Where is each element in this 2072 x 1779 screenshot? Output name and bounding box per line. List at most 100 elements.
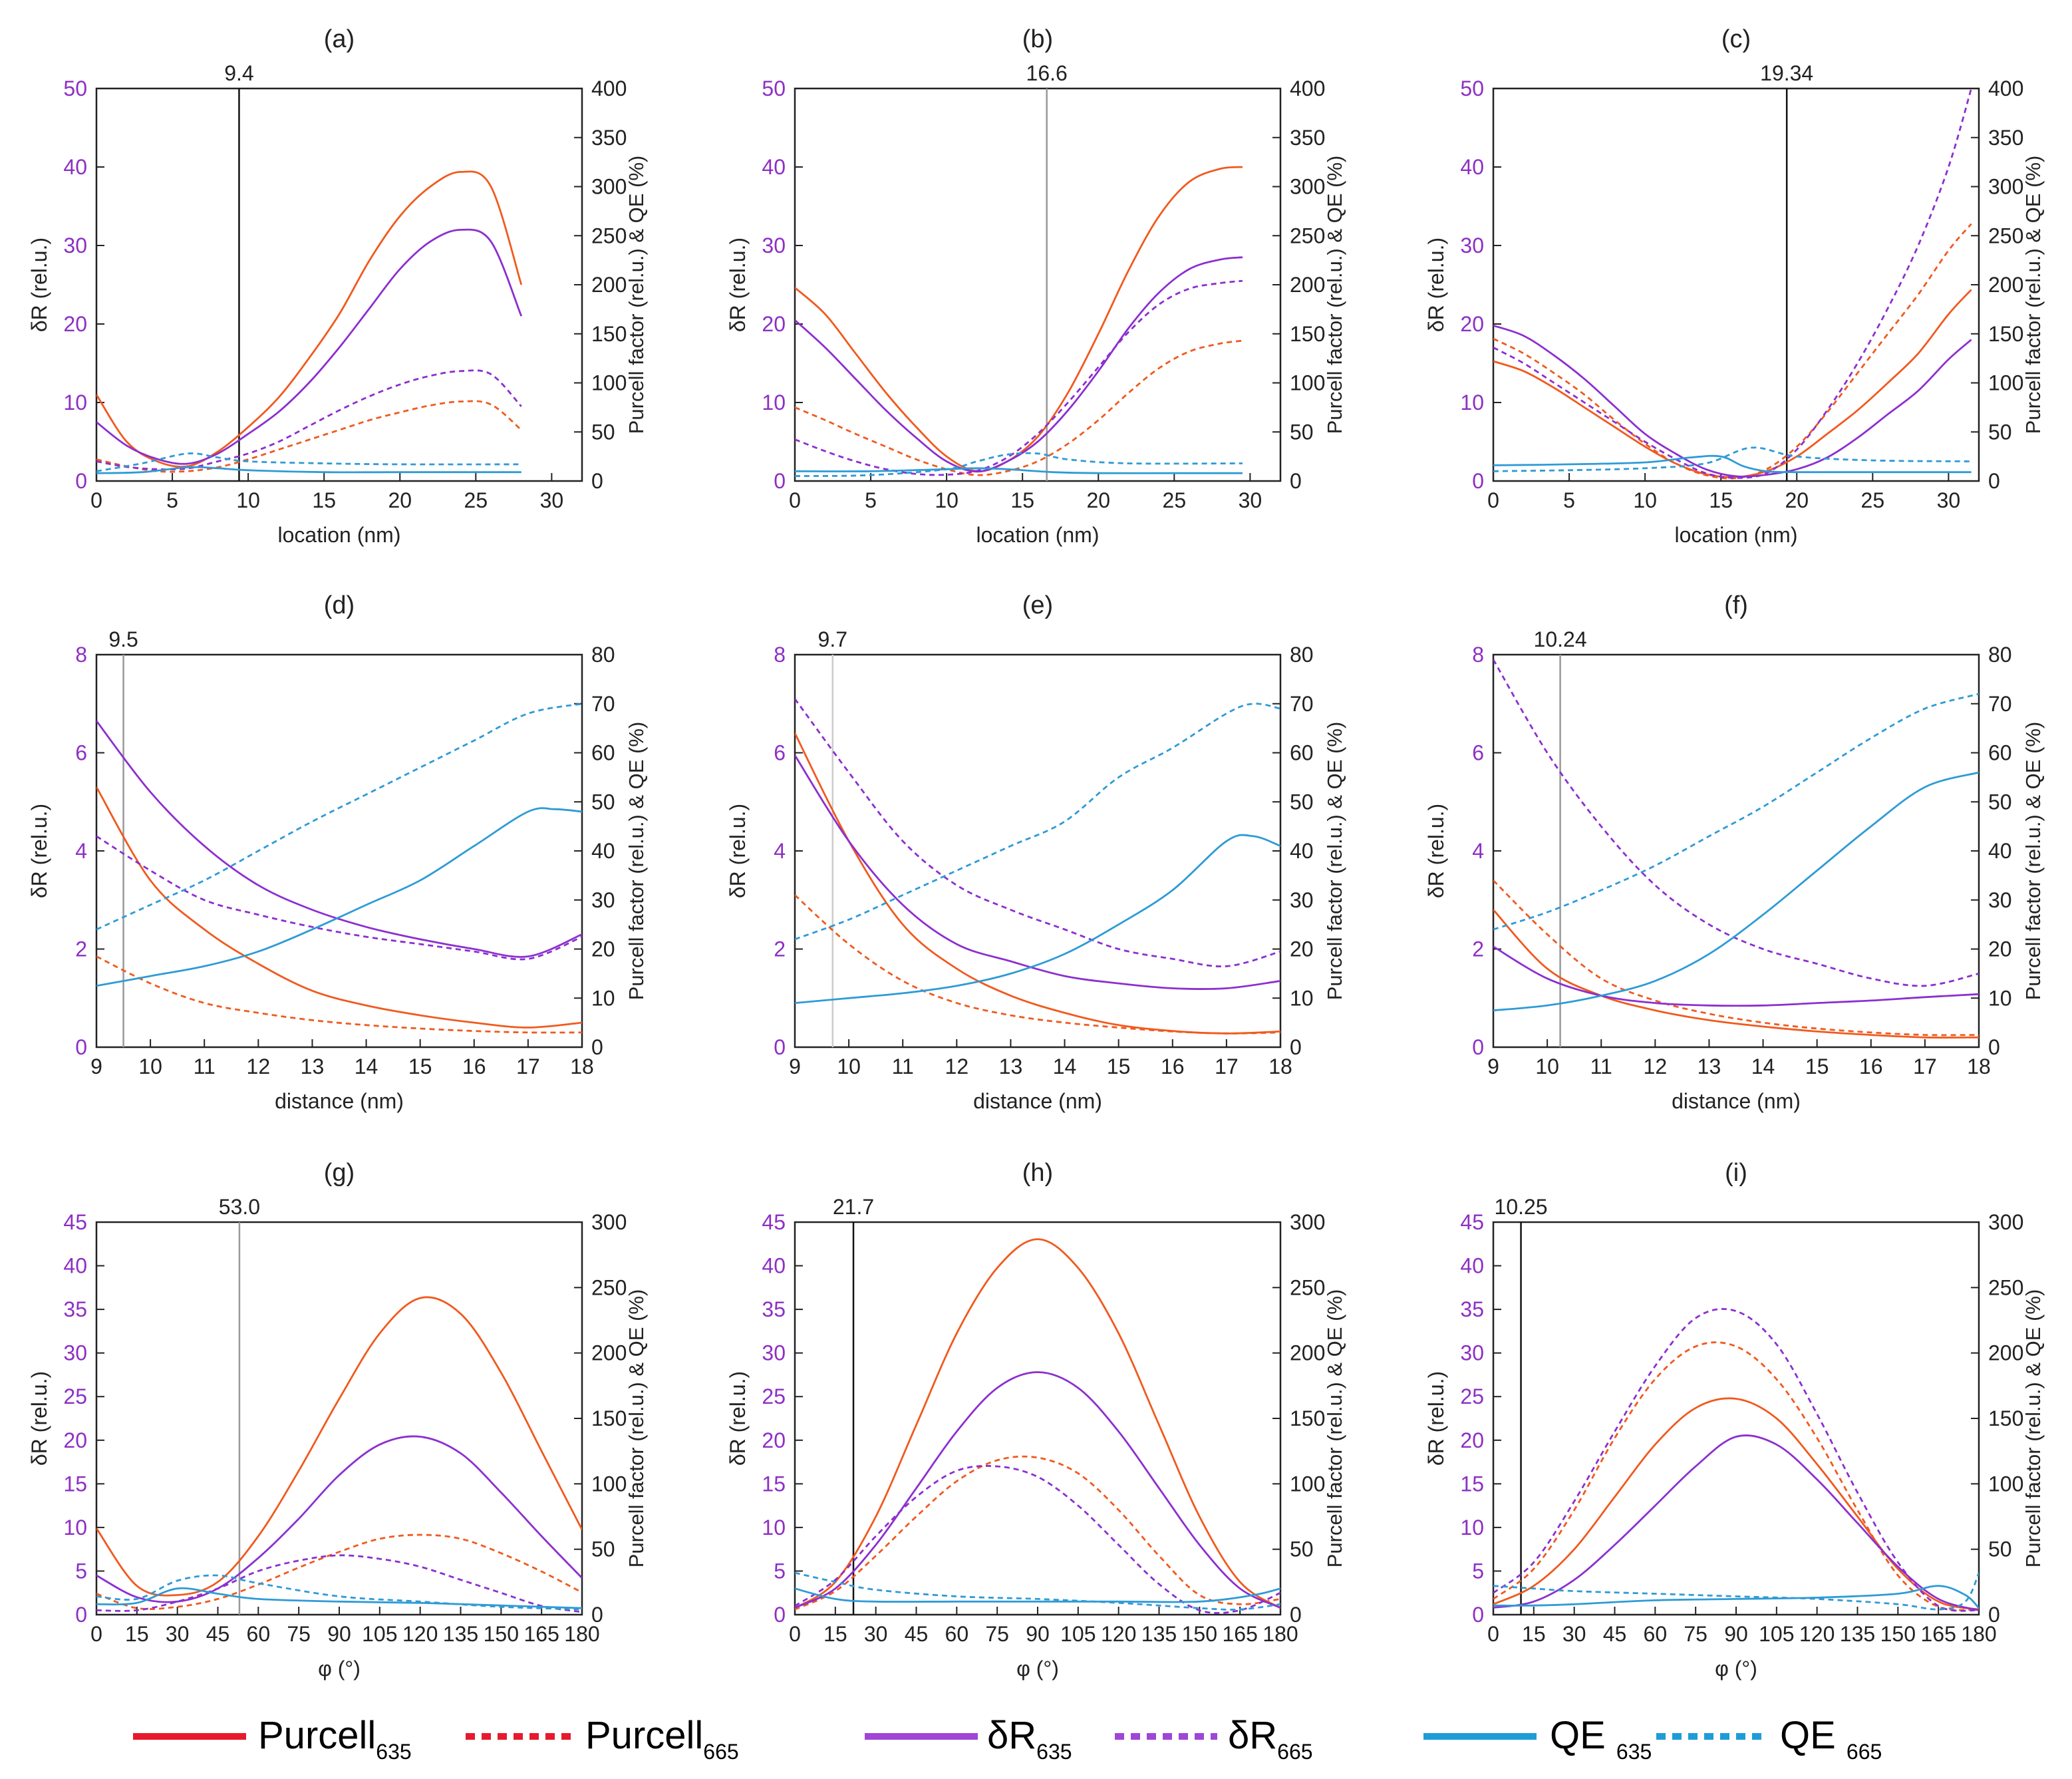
y-right-tick-label: 300: [1988, 1210, 2023, 1234]
marker-label: 19.34: [1760, 61, 1813, 85]
x-tick-label: 10: [138, 1054, 162, 1078]
y-left-tick-label: 40: [63, 155, 87, 179]
y-right-tick-label: 80: [591, 643, 615, 667]
series-QE665: [795, 1571, 1280, 1611]
y-left-tick-label: 30: [762, 234, 786, 257]
series-Purcell665: [795, 1455, 1280, 1611]
marker-label: 9.5: [108, 627, 138, 651]
y-left-tick-label: 2: [774, 937, 786, 961]
x-tick-label: 9: [1487, 1054, 1499, 1078]
y-left-tick-label: 10: [762, 1516, 786, 1539]
y-left-axis-label: δR (rel.u.): [27, 1371, 51, 1466]
x-tick-label: 0: [90, 1622, 102, 1646]
y-right-tick-label: 100: [1290, 371, 1325, 395]
x-tick-label: 30: [1937, 488, 1961, 512]
series-dR665: [1493, 659, 1979, 987]
series-dR635: [96, 720, 582, 958]
x-tick-label: 60: [1644, 1622, 1668, 1646]
y-left-axis-label: δR (rel.u.): [726, 238, 750, 332]
y-right-tick-label: 50: [1290, 1537, 1314, 1561]
y-right-tick-label: 20: [1290, 937, 1314, 961]
y-right-tick-label: 50: [591, 1537, 615, 1561]
y-right-tick-label: 0: [1988, 1603, 2000, 1627]
series-QE665: [96, 452, 521, 472]
x-tick-label: 18: [1268, 1054, 1292, 1078]
series-dR635: [96, 1435, 582, 1603]
y-left-tick-label: 6: [75, 741, 87, 765]
legend-item-qe-635: QE 635: [1423, 1714, 1652, 1764]
series-QE635: [795, 834, 1280, 1004]
y-right-tick-label: 10: [1290, 986, 1314, 1010]
x-tick-label: 16: [1161, 1054, 1185, 1078]
x-tick-label: 90: [1724, 1622, 1748, 1646]
y-right-tick-label: 200: [1290, 273, 1325, 297]
y-right-tick-label: 300: [591, 175, 627, 199]
y-left-tick-label: 25: [762, 1384, 786, 1408]
y-left-tick-label: 0: [1472, 1035, 1484, 1059]
y-left-tick-label: 20: [1460, 1428, 1484, 1452]
y-right-tick-label: 400: [1290, 77, 1325, 100]
y-right-tick-label: 0: [1290, 1035, 1302, 1059]
y-right-tick-label: 300: [1290, 175, 1325, 199]
x-tick-label: 12: [1644, 1054, 1668, 1078]
y-right-tick-label: 10: [1988, 986, 2012, 1010]
y-right-tick-label: 250: [1988, 224, 2023, 247]
series-QE665: [1493, 1572, 1979, 1611]
legend-label-qe-665: QE 665: [1780, 1714, 1882, 1764]
x-tick-label: 15: [408, 1054, 432, 1078]
series-Purcell635: [795, 732, 1280, 1035]
y-left-tick-label: 2: [75, 937, 87, 961]
y-left-tick-label: 0: [774, 469, 786, 493]
legend-label-purcell-665: Purcell665: [585, 1714, 739, 1764]
x-tick-label: 45: [905, 1622, 929, 1646]
y-right-tick-label: 40: [1290, 839, 1314, 863]
y-right-tick-label: 150: [1988, 322, 2023, 346]
y-right-tick-label: 200: [1988, 273, 2023, 297]
series-QE635: [96, 1587, 582, 1609]
series-dR665: [96, 369, 522, 471]
y-left-tick-label: 20: [762, 312, 786, 336]
x-tick-label: 30: [864, 1622, 888, 1646]
y-left-tick-label: 10: [1460, 391, 1484, 414]
y-left-tick-label: 8: [774, 643, 786, 667]
plot-frame: [1492, 653, 1980, 1049]
y-left-axis-label: δR (rel.u.): [1424, 238, 1448, 332]
y-left-tick-label: 0: [1472, 469, 1484, 493]
y-right-tick-label: 350: [1290, 126, 1325, 150]
y-left-tick-label: 40: [1460, 155, 1484, 179]
y-right-tick-label: 250: [1290, 1275, 1325, 1299]
y-right-tick-label: 0: [591, 1603, 603, 1627]
legend-item-dr-635: δR635: [865, 1714, 1072, 1764]
x-tick-label: 17: [1215, 1054, 1239, 1078]
x-tick-label: 60: [247, 1622, 271, 1646]
x-tick-label: 0: [789, 1622, 801, 1646]
x-axis-label: location (nm): [976, 523, 1100, 547]
series-dR635: [795, 256, 1243, 473]
panel-label: (i): [1725, 1159, 1747, 1187]
y-right-axis-label: Purcell factor (rel.u.) & QE (%): [2021, 722, 2045, 1001]
panel-label: (h): [1022, 1159, 1053, 1187]
y-left-tick-label: 30: [762, 1341, 786, 1365]
y-right-tick-label: 20: [1988, 937, 2012, 961]
x-tick-label: 30: [166, 1622, 190, 1646]
y-right-tick-label: 250: [1290, 224, 1325, 247]
series-dR635: [795, 1371, 1280, 1609]
x-tick-label: 15: [125, 1622, 149, 1646]
series-Purcell635: [1493, 909, 1979, 1039]
series-QE635: [1493, 1585, 1979, 1609]
series-Purcell635: [96, 786, 582, 1029]
y-left-tick-label: 35: [762, 1297, 786, 1321]
y-right-tick-label: 0: [1290, 469, 1302, 493]
series-Purcell665: [96, 400, 522, 473]
y-right-tick-label: 100: [1988, 371, 2023, 395]
x-tick-label: 14: [355, 1054, 378, 1078]
y-left-tick-label: 0: [774, 1603, 786, 1627]
x-tick-label: 13: [301, 1054, 325, 1078]
legend-label-qe-635: QE 635: [1550, 1714, 1652, 1764]
y-left-tick-label: 0: [75, 469, 87, 493]
y-left-tick-label: 25: [63, 1384, 87, 1408]
series-QE635: [795, 1587, 1280, 1603]
x-axis-label: distance (nm): [275, 1089, 404, 1113]
panel-label: (b): [1022, 25, 1053, 53]
legend-label-purcell-635: Purcell635: [258, 1714, 412, 1764]
